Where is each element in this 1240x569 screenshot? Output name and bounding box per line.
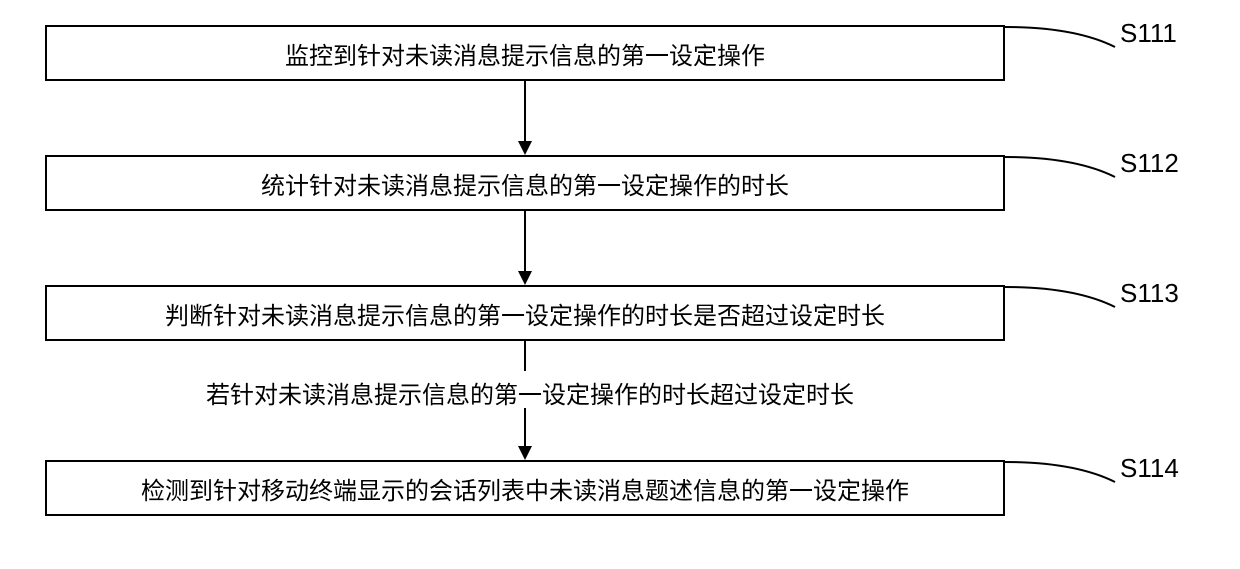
flow-node-text: 监控到针对未读消息提示信息的第一设定操作 [285,36,765,71]
step-label-s114: S114 [1120,453,1179,484]
connector-label-3-4: 若针对未读消息提示信息的第一设定操作的时长超过设定时长 [140,375,920,410]
flow-node-text: 检测到针对移动终端显示的会话列表中未读消息题述信息的第一设定操作 [141,471,909,506]
leader-s111 [1005,25,1120,55]
leader-s113 [1005,285,1120,315]
arrow-3-4-head [518,446,532,460]
arrow-1-2-line [524,81,526,143]
flow-node-s114: 检测到针对移动终端显示的会话列表中未读消息题述信息的第一设定操作 [45,460,1005,516]
flow-node-text: 统计针对未读消息提示信息的第一设定操作的时长 [261,166,789,201]
arrow-3-4-line-bottom [524,408,526,448]
flow-node-s113: 判断针对未读消息提示信息的第一设定操作的时长是否超过设定时长 [45,285,1005,341]
arrow-2-3-head [518,271,532,285]
step-label-s111: S111 [1120,18,1177,49]
flow-node-text: 判断针对未读消息提示信息的第一设定操作的时长是否超过设定时长 [165,296,885,331]
step-label-s113: S113 [1120,278,1179,309]
arrow-2-3-line [524,211,526,273]
leader-s112 [1005,155,1120,185]
arrow-1-2-head [518,141,532,155]
arrow-3-4-line-top [524,341,526,371]
flow-node-s111: 监控到针对未读消息提示信息的第一设定操作 [45,25,1005,81]
flow-node-s112: 统计针对未读消息提示信息的第一设定操作的时长 [45,155,1005,211]
leader-s114 [1005,460,1120,490]
step-label-s112: S112 [1120,148,1179,179]
